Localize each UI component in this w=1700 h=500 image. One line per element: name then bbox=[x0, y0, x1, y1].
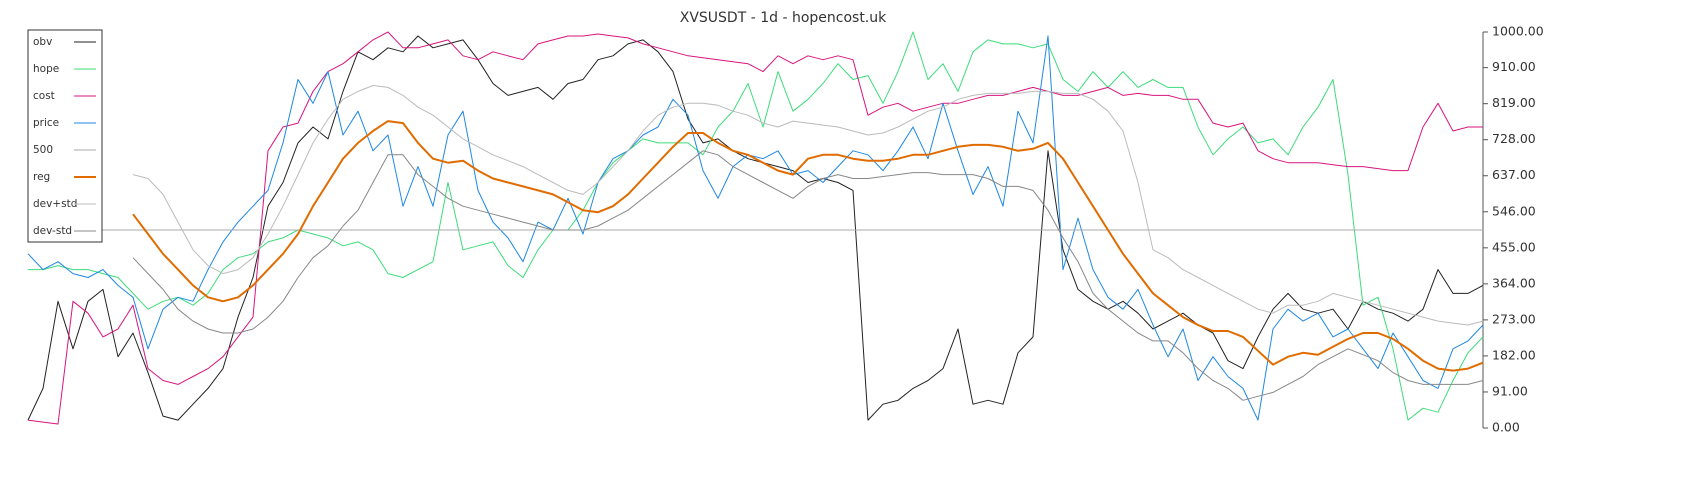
series-line bbox=[27, 35, 1484, 421]
legend: obv hope cost price 500 reg dev+std dev-std bbox=[27, 29, 103, 243]
legend-label: reg bbox=[33, 171, 50, 183]
series-line bbox=[132, 120, 1484, 372]
series-line bbox=[27, 35, 1484, 421]
y-tick-label: 728.00 bbox=[1492, 131, 1536, 146]
y-tick-label: 819.00 bbox=[1492, 95, 1536, 110]
legend-label: cost bbox=[33, 90, 55, 102]
legend-label: dev-std bbox=[33, 225, 72, 237]
y-tick-label: 910.00 bbox=[1492, 59, 1536, 74]
y-tick-label: 637.00 bbox=[1492, 167, 1536, 182]
chart-title: XVSUSDT - 1d - hopencost.uk bbox=[680, 10, 887, 26]
y-tick-label: 91.00 bbox=[1492, 383, 1528, 398]
y-tick-label: 455.00 bbox=[1492, 239, 1536, 254]
series-line bbox=[27, 31, 1483, 425]
y-tick-label: 273.00 bbox=[1492, 311, 1536, 326]
legend-label: dev+std bbox=[33, 198, 77, 210]
legend-label: obv bbox=[33, 36, 52, 48]
series-line bbox=[132, 150, 1484, 401]
series-line bbox=[28, 31, 1484, 421]
y-tick-label: 546.00 bbox=[1492, 203, 1536, 218]
legend-label: 500 bbox=[33, 144, 53, 156]
y-tick-label: 0.00 bbox=[1492, 420, 1520, 435]
legend-label: hope bbox=[33, 63, 59, 75]
y-tick-label: 1000.00 bbox=[1492, 24, 1544, 39]
series-line bbox=[132, 85, 1484, 326]
y-tick-label: 182.00 bbox=[1492, 347, 1536, 362]
legend-box bbox=[27, 29, 103, 243]
plot-area bbox=[27, 31, 1484, 425]
y-tick-label: 364.00 bbox=[1492, 275, 1536, 290]
legend-label: price bbox=[33, 117, 59, 129]
